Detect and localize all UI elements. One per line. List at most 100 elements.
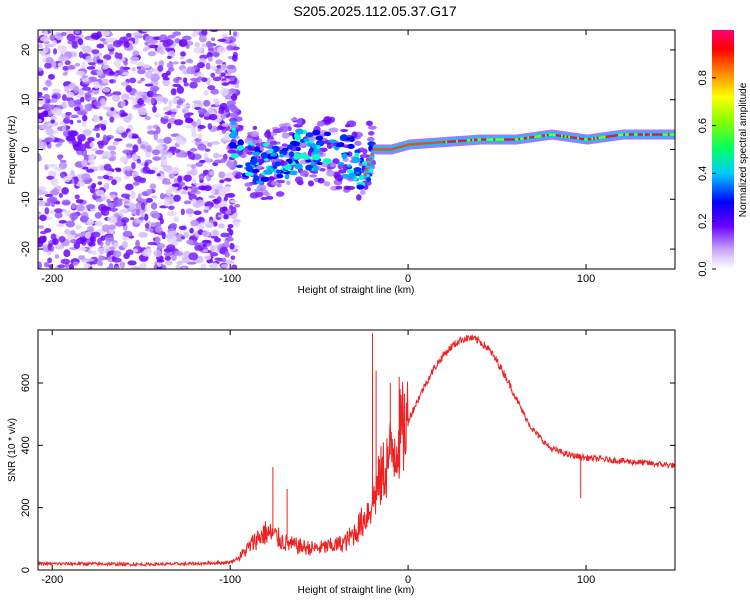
band-core xyxy=(577,137,581,140)
noise-cell xyxy=(163,97,168,105)
trace-core-cell xyxy=(289,170,298,176)
noise-cell xyxy=(212,51,220,58)
trace-halo-cell xyxy=(323,116,332,124)
noise-cell xyxy=(110,206,117,213)
noise-cell xyxy=(215,59,223,65)
noise-cell xyxy=(113,60,122,68)
noise-cell xyxy=(127,260,137,266)
band-core xyxy=(546,133,550,137)
noise-cell xyxy=(155,145,164,151)
band-core xyxy=(397,146,401,149)
band-core xyxy=(479,138,483,141)
band-core xyxy=(582,137,586,141)
trace-core-cell xyxy=(348,172,356,179)
trace-halo-cell xyxy=(356,194,362,201)
noise-cell xyxy=(121,240,129,249)
band-core xyxy=(607,135,611,138)
band-core xyxy=(425,142,429,145)
noise-cell xyxy=(207,142,213,147)
noise-cell xyxy=(168,66,175,72)
trace-core-cell xyxy=(286,144,294,150)
noise-cell xyxy=(108,51,114,55)
band-core xyxy=(388,148,392,151)
noise-cell xyxy=(38,118,42,123)
trace-halo-cell xyxy=(227,149,236,154)
noise-cell xyxy=(54,254,60,259)
noise-cell xyxy=(112,94,121,102)
trace-core-cell xyxy=(237,139,244,146)
noise-cell xyxy=(94,211,102,219)
band-core xyxy=(612,134,616,138)
noise-cell xyxy=(44,193,54,198)
noise-cell xyxy=(176,139,186,146)
noise-cell xyxy=(132,32,143,37)
noise-cell xyxy=(180,236,186,240)
noise-cell xyxy=(189,81,198,89)
noise-cell xyxy=(120,112,128,117)
trace-core-cell xyxy=(253,175,260,183)
noise-cell xyxy=(200,263,207,269)
band-core xyxy=(420,142,424,145)
band-core xyxy=(475,138,479,141)
noise-cell xyxy=(63,249,71,258)
noise-cell xyxy=(96,260,103,266)
noise-cell xyxy=(139,208,144,215)
noise-cell xyxy=(178,225,187,230)
noise-cell xyxy=(142,94,147,101)
noise-cell xyxy=(78,255,85,260)
noise-cell xyxy=(125,249,134,256)
noise-cell xyxy=(212,76,222,82)
band-core xyxy=(440,141,444,144)
trace-core-cell xyxy=(316,161,323,166)
band-core xyxy=(392,147,396,151)
trace-core-cell xyxy=(316,145,321,149)
band-core xyxy=(642,133,646,136)
band-core xyxy=(454,140,458,143)
noise-cell xyxy=(166,210,177,217)
noise-cell xyxy=(110,107,115,112)
noise-cell xyxy=(131,135,139,139)
noise-cell xyxy=(125,183,134,191)
noise-cell xyxy=(127,112,133,121)
band-core xyxy=(365,168,369,171)
noise-cell xyxy=(77,134,86,142)
noise-cell xyxy=(114,51,120,59)
band-core xyxy=(505,138,509,141)
noise-cell xyxy=(210,37,216,42)
noise-cell xyxy=(96,59,104,64)
noise-cell xyxy=(228,204,234,210)
noise-cell xyxy=(126,154,132,159)
spectrogram-ytick-label: 10 xyxy=(20,94,32,106)
band-core xyxy=(564,135,568,138)
trace-core-cell xyxy=(231,127,236,131)
trace-core-cell xyxy=(341,153,348,160)
band-core xyxy=(593,137,597,140)
noise-cell xyxy=(207,85,216,91)
trace-core-cell xyxy=(302,155,311,160)
noise-cell xyxy=(87,62,96,66)
noise-cell xyxy=(208,195,216,199)
noise-cell xyxy=(216,65,222,69)
noise-cell xyxy=(52,238,59,246)
noise-cell xyxy=(50,115,58,121)
band-core xyxy=(536,135,540,138)
band-core xyxy=(466,139,470,142)
noise-cell xyxy=(142,64,151,69)
noise-cell xyxy=(130,190,136,199)
noise-cell xyxy=(197,76,203,81)
noise-cell xyxy=(61,199,71,206)
noise-cell xyxy=(202,249,209,253)
noise-cell xyxy=(42,86,49,91)
snr-xtick-label: 100 xyxy=(577,574,595,586)
noise-cell xyxy=(57,45,67,52)
band-core xyxy=(422,142,426,145)
trace-core-cell xyxy=(270,152,278,157)
noise-cell xyxy=(71,202,76,210)
noise-cell xyxy=(130,266,141,269)
band-core xyxy=(669,133,673,136)
trace-core-cell xyxy=(340,134,348,140)
noise-cell xyxy=(101,65,109,70)
noise-cell xyxy=(145,197,153,203)
band-core xyxy=(621,133,625,136)
noise-cell xyxy=(115,127,125,133)
